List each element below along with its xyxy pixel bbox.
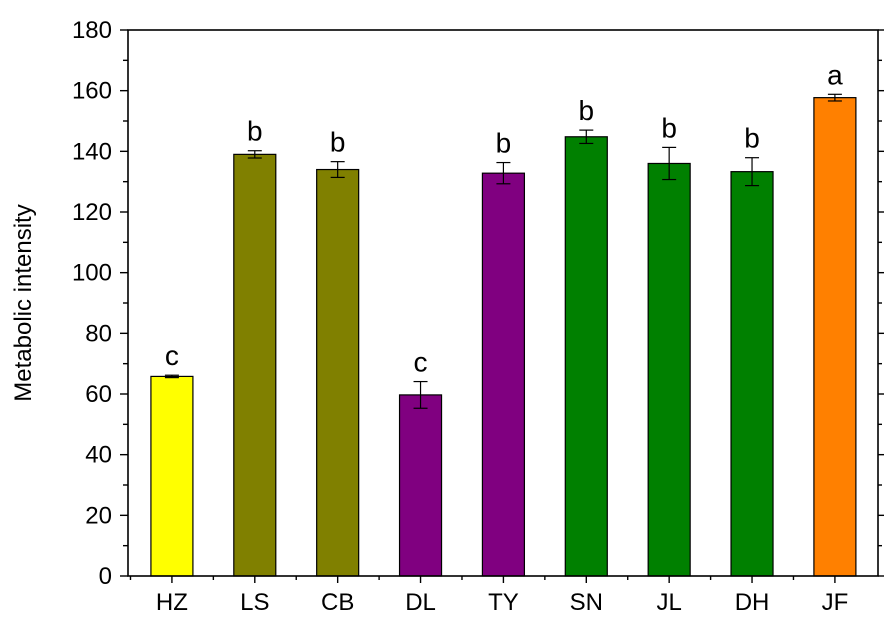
significance-labels-group: c b b c b b b b a — [165, 59, 843, 377]
y-tick-label-100: 100 — [72, 260, 112, 287]
x-tick-label-jf: JF — [822, 589, 849, 616]
x-tick-label-hz: HZ — [156, 589, 188, 616]
significance-label-dh: b — [744, 123, 760, 154]
significance-label-ls: b — [247, 116, 263, 147]
x-tick-label-dl: DL — [405, 589, 436, 616]
x-tick-label-dh: DH — [735, 589, 770, 616]
significance-label-dl: c — [414, 347, 428, 378]
x-tick-label-ls: LS — [240, 589, 269, 616]
y-tick-label-20: 20 — [85, 502, 112, 529]
bar-hz — [150, 375, 194, 577]
significance-label-ty: b — [496, 128, 512, 159]
bar-ls — [233, 153, 277, 577]
x-tick-label-cb: CB — [321, 589, 354, 616]
y-tick-label-180: 180 — [72, 17, 112, 44]
y-tick-label-140: 140 — [72, 138, 112, 165]
significance-label-jl: b — [661, 112, 677, 143]
x-tick-label-sn: SN — [570, 589, 603, 616]
bar-ty — [481, 172, 526, 577]
y-axis-label: Metabolic intensity — [10, 204, 37, 401]
significance-label-cb: b — [330, 127, 346, 158]
bar-sn — [564, 136, 608, 577]
bar-dh — [730, 171, 774, 577]
y-tick-label-40: 40 — [85, 442, 112, 469]
x-ticks-group: HZ LS CB DL TY SN JL DH JF — [129, 576, 849, 616]
y-tick-label-120: 120 — [72, 199, 112, 226]
y-tick-label-160: 160 — [72, 78, 112, 105]
x-tick-label-ty: TY — [488, 589, 519, 616]
y-tick-label-80: 80 — [85, 320, 112, 347]
bar-cb — [316, 168, 360, 577]
y-tick-label-60: 60 — [85, 381, 112, 408]
bar-jf — [813, 97, 857, 577]
significance-label-hz: c — [165, 340, 179, 371]
bars-group — [150, 97, 857, 577]
bar-dl — [398, 394, 443, 577]
significance-label-jf: a — [827, 59, 843, 90]
bar-jl — [647, 162, 691, 577]
significance-label-sn: b — [578, 95, 594, 126]
x-tick-label-jl: JL — [656, 589, 681, 616]
y-ticks-group: 0 20 40 60 80 100 120 140 160 180 — [72, 17, 884, 590]
error-bars-group — [164, 93, 842, 409]
y-tick-label-0: 0 — [99, 563, 112, 590]
